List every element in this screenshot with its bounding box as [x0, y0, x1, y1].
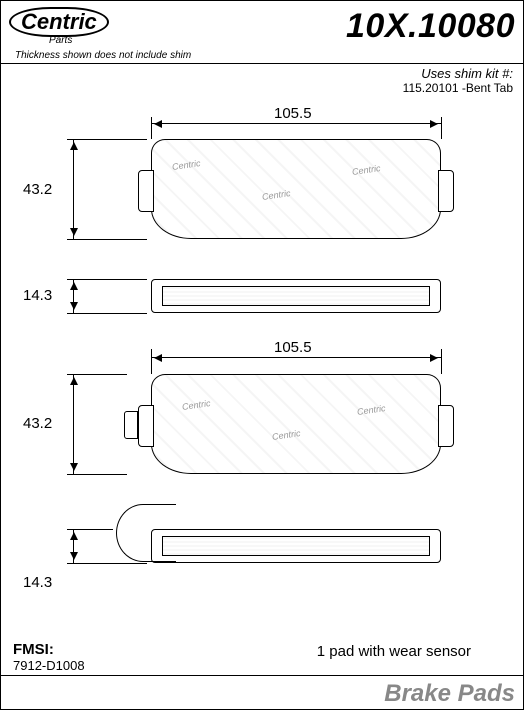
- fmsi-code: 7912-D1008: [13, 658, 85, 673]
- wear-sensor-tab: [124, 411, 138, 439]
- ext-line: [67, 563, 147, 564]
- ext-line: [67, 239, 147, 240]
- dim-arrow-thick2: [73, 529, 74, 563]
- pad1-edge-view: [151, 279, 441, 313]
- fmsi-label: FMSI:: [13, 641, 85, 658]
- footer-info: FMSI: 7912-D1008 1 pad with wear sensor: [1, 639, 523, 675]
- dim-arrow-height2: [73, 374, 74, 474]
- pad2-face-view: Centric Centric Centric: [151, 374, 441, 474]
- dim-arrow-width2: [151, 357, 441, 358]
- part-number-block: 10X.10080: [346, 7, 515, 46]
- watermark-icon: Centric: [356, 403, 386, 417]
- wear-sensor-note: 1 pad with wear sensor: [317, 643, 471, 660]
- shim-kit-label: Uses shim kit #:: [1, 64, 523, 81]
- retainer-clip: [116, 504, 176, 562]
- brand-logo: Centric: [9, 7, 109, 37]
- pad2-edge-view: [151, 529, 441, 563]
- brand-block: Centric Parts Thickness shown does not i…: [9, 7, 191, 61]
- dim-arrow-height1: [73, 139, 74, 239]
- footer-title: Brake Pads: [384, 680, 515, 708]
- shim-kit-value: 115.20101 -Bent Tab: [1, 81, 523, 99]
- dim-arrow-width1: [151, 123, 441, 124]
- dim-thick2: 14.3: [23, 574, 52, 591]
- dim-thick1: 14.3: [23, 287, 52, 304]
- ext-line: [67, 313, 147, 314]
- fmsi-block: FMSI: 7912-D1008: [13, 641, 85, 673]
- watermark-icon: Centric: [181, 398, 211, 412]
- dim-arrow-thick1: [73, 279, 74, 313]
- footer-bar: Brake Pads: [1, 679, 523, 709]
- diagram-area: 105.5 Centric Centric Centric 43.2 14.3 …: [1, 99, 523, 639]
- watermark-icon: Centric: [261, 188, 291, 202]
- dim-height1: 43.2: [23, 181, 52, 198]
- ext-line: [67, 139, 147, 140]
- pad1-face-view: Centric Centric Centric: [151, 139, 441, 239]
- ext-line: [67, 279, 147, 280]
- watermark-icon: Centric: [271, 428, 301, 442]
- thickness-note: Thickness shown does not include shim: [15, 50, 191, 61]
- header: Centric Parts Thickness shown does not i…: [1, 1, 523, 64]
- part-number: 10X.10080: [346, 7, 515, 46]
- watermark-icon: Centric: [171, 158, 201, 172]
- watermark-icon: Centric: [351, 163, 381, 177]
- dim-height2: 43.2: [23, 415, 52, 432]
- dim-width2: 105.5: [274, 339, 312, 356]
- dim-width1: 105.5: [274, 105, 312, 122]
